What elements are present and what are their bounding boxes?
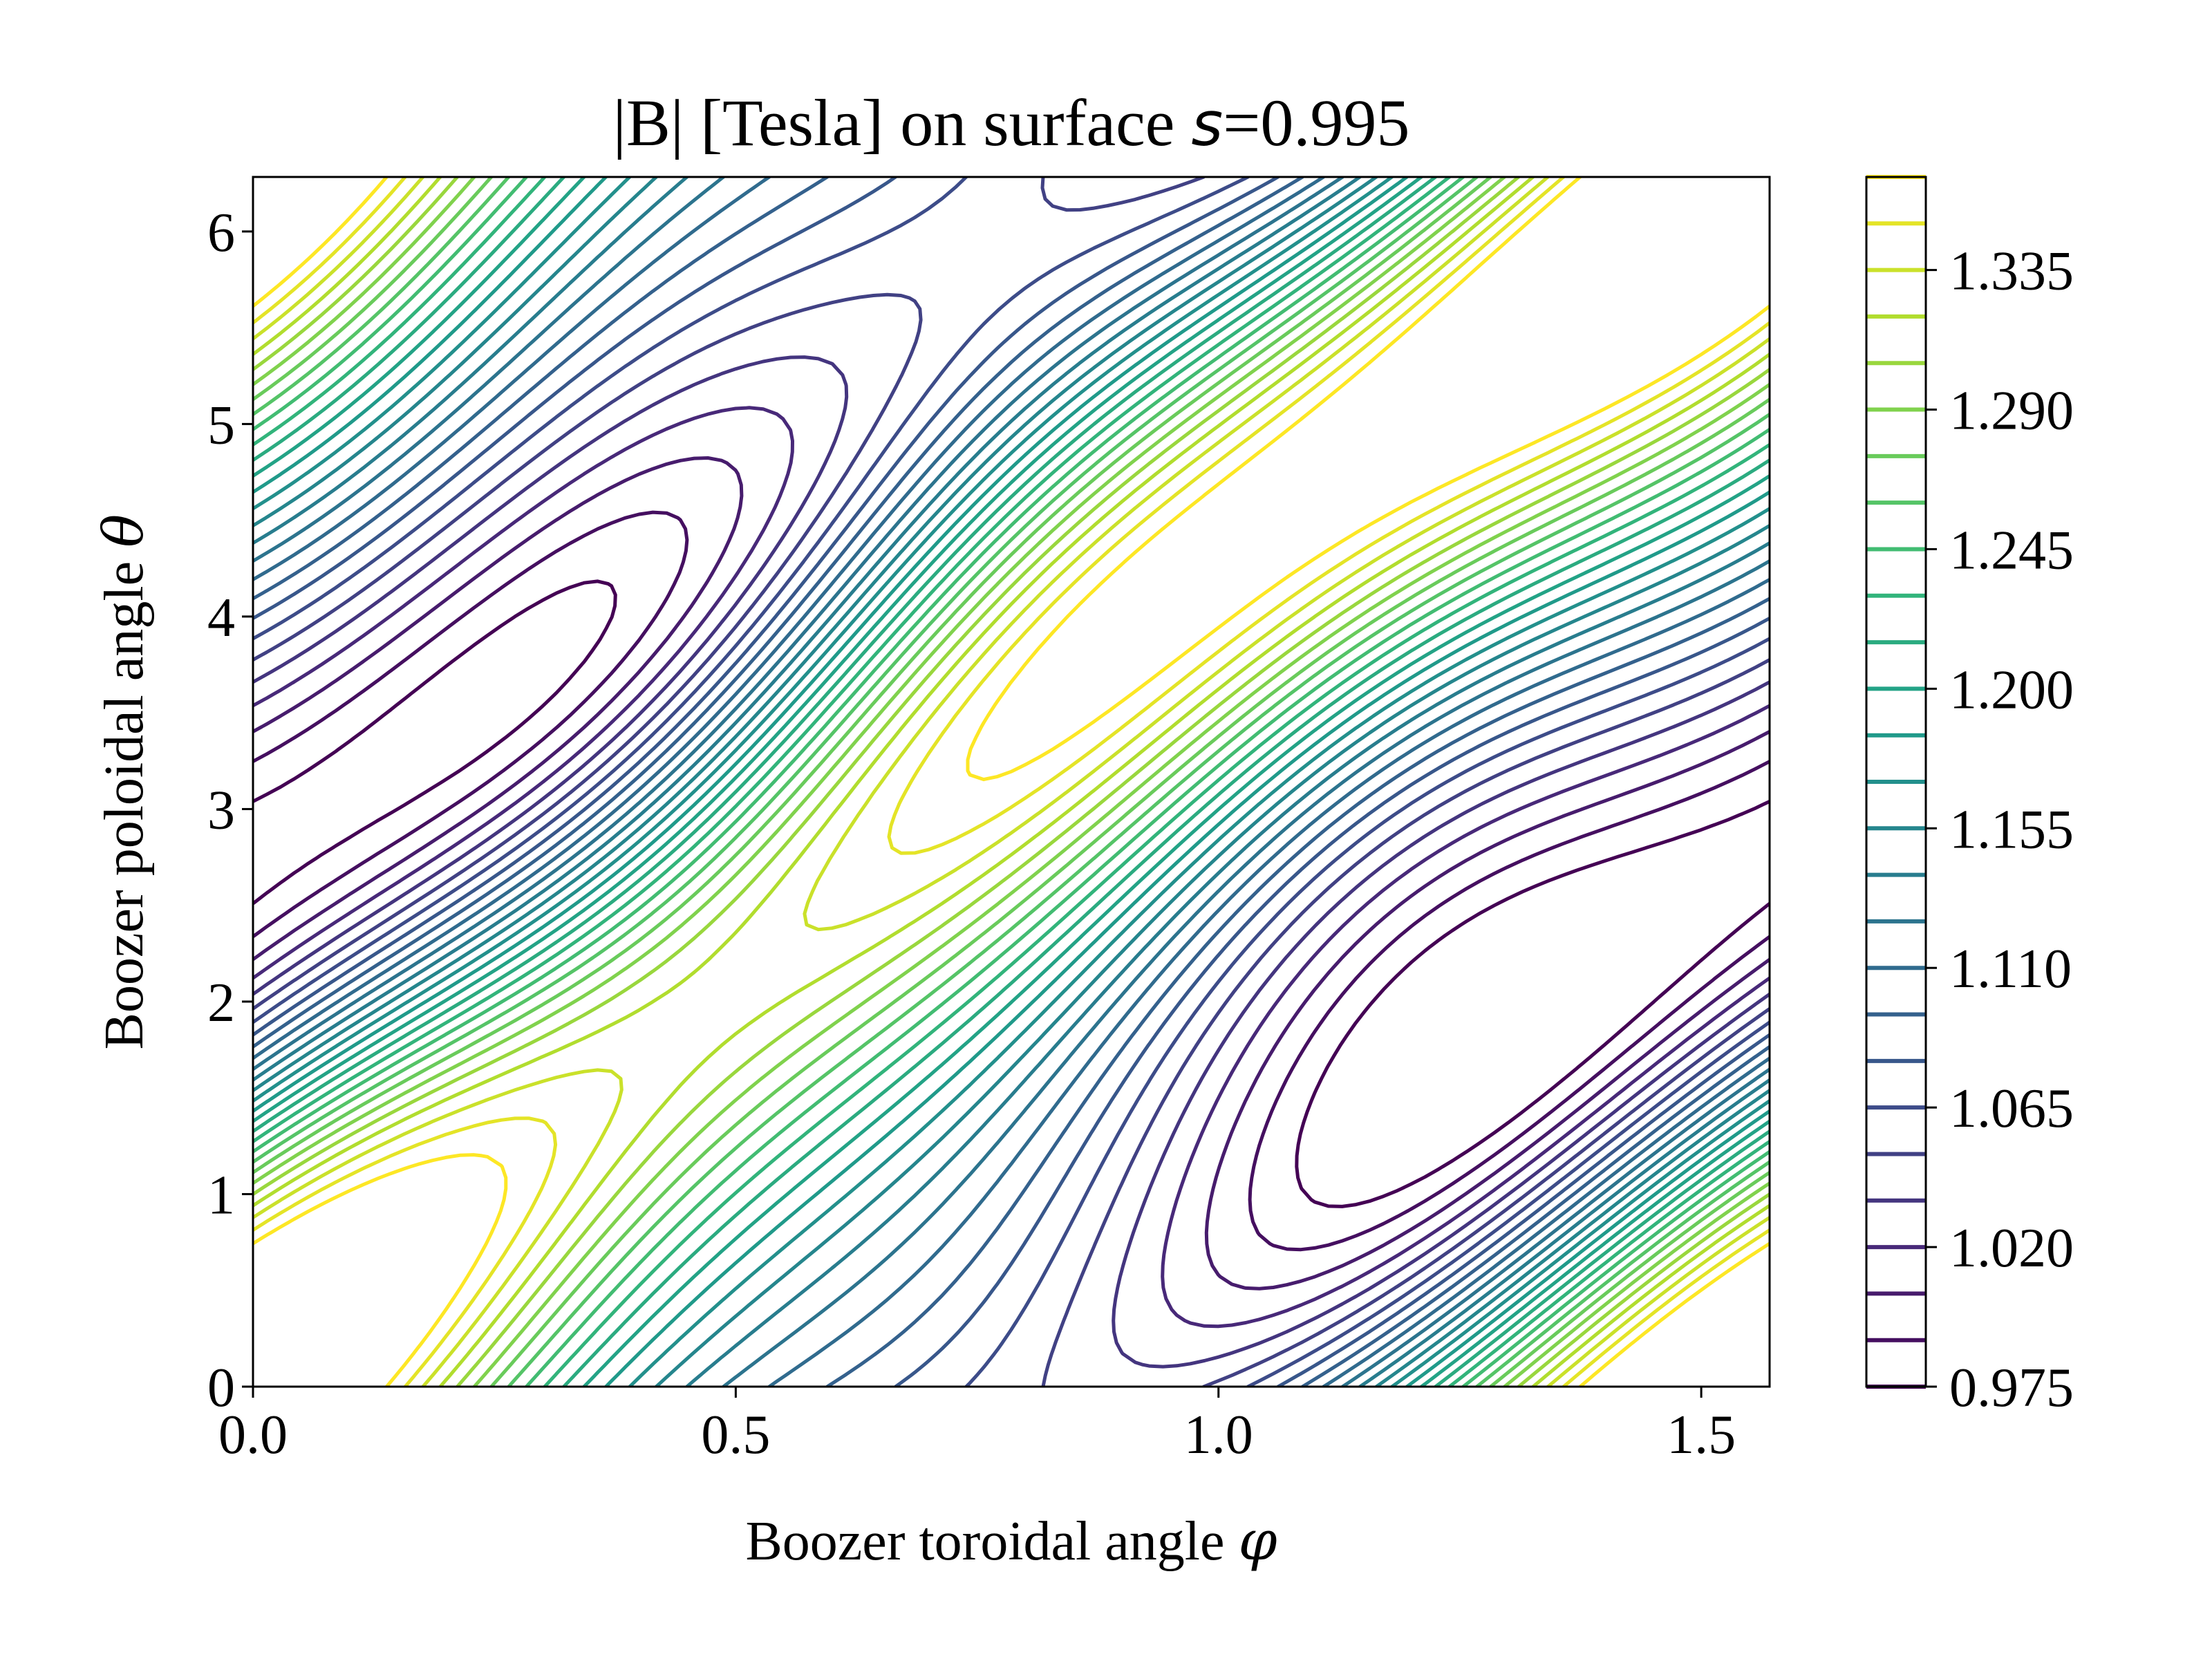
y-tick-label: 4 [207, 588, 235, 648]
x-axis-label: Boozer toroidal angle φ [745, 1508, 1277, 1573]
x-axis-label-symbol: φ [1239, 1508, 1277, 1573]
contour-level-5 [253, 177, 1770, 1387]
colorbar-frame [1865, 176, 1927, 1388]
contour-level-22 [253, 177, 1770, 1387]
chart-title-prefix: |B| [Tesla] on surface [613, 86, 1192, 160]
y-axis-label: Boozer poloidal angle θ [91, 514, 156, 1050]
contour-level-0 [253, 579, 1770, 1208]
x-tick-label: 1.0 [1184, 1405, 1253, 1465]
contour-level-2 [253, 456, 1770, 1291]
contour-level-10 [253, 177, 1770, 1387]
colorbar-tick-label: 1.245 [1949, 520, 2074, 581]
colorbar-tick-label: 1.110 [1949, 939, 2072, 1000]
y-tick-label: 5 [207, 395, 235, 456]
chart-title-suffix: =0.995 [1223, 86, 1409, 160]
contour-level-7 [253, 177, 1770, 1387]
y-tick-label: 6 [207, 203, 235, 263]
colorbar-tick-label: 1.290 [1949, 381, 2074, 442]
contour-level-13 [253, 177, 1770, 1387]
contour-level-11 [253, 177, 1770, 1387]
contour-level-15 [253, 177, 1770, 1387]
contour-level-24 [253, 177, 1770, 1387]
contour-level-19 [253, 177, 1770, 1387]
y-tick-label: 1 [207, 1165, 235, 1226]
contour-level-8 [253, 177, 1770, 1387]
contour-level-16 [253, 177, 1770, 1387]
x-tick-label: 1.5 [1667, 1405, 1736, 1465]
contour-level-4 [253, 355, 1770, 1369]
colorbar-tick-label: 0.975 [1949, 1358, 2074, 1418]
contour-level-21 [253, 177, 1770, 1387]
colorbar-tick-label: 1.200 [1949, 659, 2074, 720]
contour-level-17 [253, 177, 1770, 1387]
contour-level-23 [253, 177, 1770, 1387]
y-axis-label-text: Boozer poloidal angle [94, 547, 155, 1049]
plot-frame [252, 176, 1771, 1388]
x-tick-label: 0.5 [701, 1405, 770, 1465]
colorbar-tick-label: 1.020 [1949, 1218, 2074, 1279]
contour-level-25 [253, 177, 1770, 1387]
colorbar-ticks: 0.975 1.020 1.065 1.110 1.155 1.200 1.245 1.290… [1926, 241, 2074, 1418]
x-tick-label: 0.0 [218, 1405, 288, 1465]
contour-level-14 [253, 177, 1770, 1387]
y-tick-label: 2 [207, 973, 235, 1033]
contour-level-12 [253, 177, 1770, 1387]
chart-title-var: s [1191, 88, 1223, 160]
contour-level-18 [253, 177, 1770, 1387]
contour-level-3 [253, 406, 1770, 1329]
contour-level-9 [253, 177, 1770, 1387]
y-axis-label-symbol: θ [91, 514, 156, 547]
contour-level-1 [253, 510, 1770, 1252]
y-tick-label: 0 [207, 1358, 235, 1418]
contour-level-20 [253, 177, 1770, 1387]
contour-level-6 [253, 177, 1770, 1387]
colorbar-tick-label: 1.335 [1949, 241, 2074, 302]
y-axis-ticks: 0 1 2 3 4 5 6 [207, 203, 253, 1418]
contour-lines [253, 177, 1770, 1387]
colorbar-tick-label: 1.155 [1949, 799, 2074, 860]
contour-level-26 [253, 177, 1770, 1387]
chart-title: |B| [Tesla] on surface s=0.995 [613, 86, 1410, 160]
x-axis-label-text: Boozer toroidal angle [745, 1511, 1238, 1572]
y-tick-label: 3 [207, 780, 235, 841]
x-axis-ticks: 0.0 0.5 1.0 1.5 [218, 1387, 1736, 1465]
colorbar-tick-label: 1.065 [1949, 1078, 2074, 1139]
colorbar-level-lines [1866, 175, 1926, 1389]
